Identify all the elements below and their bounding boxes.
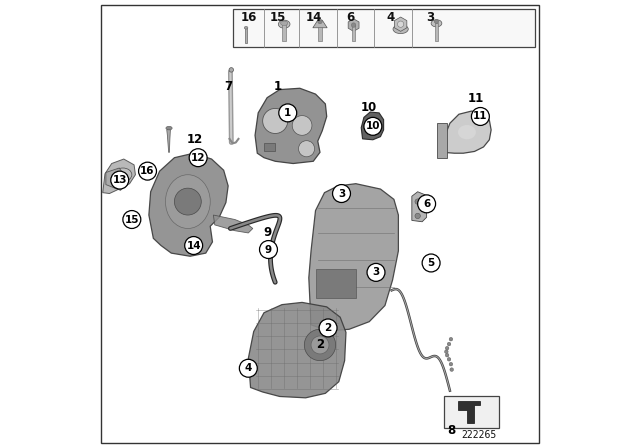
Polygon shape [313,20,327,28]
Ellipse shape [351,23,356,27]
Polygon shape [443,111,491,153]
Circle shape [445,346,449,350]
Text: 11: 11 [473,112,488,121]
Text: 3: 3 [338,189,345,198]
Circle shape [450,368,454,371]
Text: 8: 8 [447,423,456,437]
Text: 6: 6 [423,199,430,209]
Circle shape [185,237,203,254]
Text: 12: 12 [191,153,205,163]
Circle shape [298,141,315,157]
Text: 4: 4 [244,363,252,373]
Circle shape [111,171,129,189]
Bar [318,27,322,41]
Ellipse shape [431,20,442,27]
Text: 16: 16 [241,10,257,24]
Ellipse shape [166,126,172,130]
Text: 2: 2 [324,323,332,333]
Circle shape [304,329,336,361]
Ellipse shape [114,168,132,181]
Circle shape [449,337,452,341]
Circle shape [262,108,288,134]
Text: 9: 9 [264,225,272,239]
Text: 5: 5 [428,258,435,268]
Text: 2: 2 [316,337,324,351]
Circle shape [447,342,451,346]
Polygon shape [248,302,346,398]
Polygon shape [103,159,136,194]
Text: 6: 6 [346,10,354,24]
Circle shape [422,254,440,272]
Polygon shape [255,88,327,164]
Circle shape [139,162,157,180]
Bar [282,24,286,41]
Circle shape [445,353,449,357]
Polygon shape [149,153,228,256]
Ellipse shape [165,175,210,228]
Polygon shape [458,401,481,423]
Text: 9: 9 [265,245,272,254]
Circle shape [418,195,436,213]
Circle shape [447,358,451,361]
Circle shape [311,336,329,354]
Circle shape [415,199,420,204]
Circle shape [239,359,257,377]
Circle shape [449,362,452,366]
Ellipse shape [317,19,323,24]
Circle shape [292,116,312,135]
Text: 1: 1 [284,108,291,118]
Text: 11: 11 [468,92,484,105]
Text: 13: 13 [113,175,127,185]
Ellipse shape [244,26,248,29]
Polygon shape [309,184,398,331]
Circle shape [397,21,404,27]
Text: 16: 16 [140,166,155,176]
Polygon shape [213,215,253,233]
Circle shape [174,188,201,215]
Text: 14: 14 [306,10,322,24]
Text: 14: 14 [186,241,201,250]
Text: 12: 12 [186,133,203,146]
Circle shape [364,117,382,135]
Circle shape [260,241,278,258]
Circle shape [367,263,385,281]
Polygon shape [167,129,170,152]
Ellipse shape [435,20,439,23]
Ellipse shape [278,20,290,28]
Bar [244,28,248,43]
Bar [437,123,447,158]
Bar [264,143,275,151]
Text: 7: 7 [224,79,232,93]
Circle shape [319,319,337,337]
Circle shape [472,108,490,125]
Bar [444,396,499,428]
Text: 10: 10 [361,101,378,114]
Circle shape [333,185,351,202]
Text: 3: 3 [372,267,380,277]
Ellipse shape [368,120,378,133]
Polygon shape [361,112,383,140]
Circle shape [415,213,420,219]
Text: 15: 15 [270,10,286,24]
Bar [233,9,535,47]
Circle shape [123,211,141,228]
Circle shape [189,149,207,167]
Bar [352,25,355,41]
Bar [435,23,438,41]
Bar [316,269,356,298]
Polygon shape [412,192,427,222]
Ellipse shape [458,125,476,139]
Ellipse shape [229,68,234,72]
Text: 1: 1 [273,79,282,93]
Text: 15: 15 [125,215,139,224]
Text: 3: 3 [427,10,435,24]
Text: 222265: 222265 [461,430,497,439]
Ellipse shape [393,25,408,34]
Ellipse shape [280,21,288,26]
Text: 4: 4 [387,10,394,24]
Polygon shape [106,168,127,190]
Circle shape [279,104,297,122]
Text: 10: 10 [365,121,380,131]
Circle shape [445,350,448,353]
